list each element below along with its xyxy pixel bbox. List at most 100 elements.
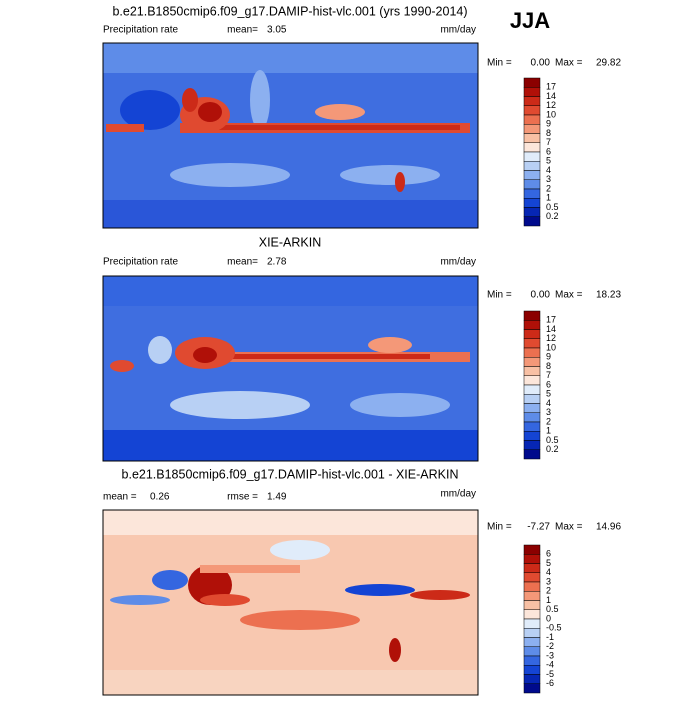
map-frame: [102, 509, 479, 696]
colorbar-label: 0.2: [546, 211, 559, 221]
colorbar-swatch: [523, 114, 541, 125]
colorbar-label: 8: [546, 361, 551, 371]
colorbar-swatch: [523, 320, 541, 330]
units-label: mm/day: [440, 257, 476, 268]
colorbar-swatch: [523, 207, 541, 217]
colorbar-label: 14: [546, 324, 556, 334]
colorbar-swatch: [523, 581, 541, 592]
colorbar-label: 2: [546, 586, 551, 596]
colorbar-label: 2: [546, 183, 551, 193]
panel-title: b.e21.B1850cmip6.f09_g17.DAMIP-hist-vlc.…: [112, 4, 467, 18]
colorbar-label: 1: [546, 595, 551, 605]
colorbar-label: 10: [546, 109, 556, 119]
map-frame: [102, 42, 479, 229]
colorbar-swatch: [523, 366, 541, 376]
min-value: 0.00: [531, 290, 551, 301]
colorbar-label: 0.5: [546, 604, 559, 614]
units-label: mm/day: [440, 489, 476, 500]
mean-value: 0.26: [150, 492, 170, 503]
variable-label: Precipitation rate: [103, 257, 178, 268]
colorbar-label: -1: [546, 632, 554, 642]
colorbar-swatch: [523, 572, 541, 583]
colorbar-swatch: [523, 347, 541, 358]
colorbar-swatch: [523, 412, 541, 423]
colorbar-swatch: [523, 421, 541, 432]
colorbar-swatch: [523, 683, 541, 694]
rmse-value: 1.49: [267, 492, 287, 503]
colorbar-swatch: [523, 637, 541, 647]
colorbar-label: 9: [546, 352, 551, 362]
mean-value: 3.05: [267, 25, 287, 36]
max-label: Max =: [555, 290, 583, 301]
panel-title: b.e21.B1850cmip6.f09_g17.DAMIP-hist-vlc.…: [122, 467, 459, 481]
colorbar-label: 0: [546, 613, 551, 623]
colorbar-swatch: [523, 600, 541, 610]
max-value: 14.96: [596, 522, 621, 533]
min-value: 0.00: [531, 58, 551, 69]
colorbar-label: -6: [546, 678, 554, 688]
colorbar-swatch: [523, 591, 541, 601]
colorbar-swatch: [523, 338, 541, 349]
colorbar-label: 0.5: [546, 435, 559, 445]
colorbar-label: 8: [546, 128, 551, 138]
colorbar-swatch: [523, 375, 541, 386]
colorbar-swatch: [523, 403, 541, 413]
colorbar-swatch: [523, 357, 541, 367]
min-label: Min =: [487, 58, 512, 69]
colorbar-label: 4: [546, 398, 551, 408]
colorbar-swatch: [523, 188, 541, 199]
colorbar-label: -4: [546, 660, 554, 670]
colorbar-label: 12: [546, 100, 556, 110]
map-frame: [102, 275, 479, 462]
colorbar-swatch: [523, 216, 541, 227]
colorbar-label: 7: [546, 137, 551, 147]
mean-label: mean=: [227, 257, 258, 268]
colorbar-label: 6: [546, 146, 551, 156]
colorbar-swatch: [523, 628, 541, 638]
colorbar-swatch: [523, 384, 541, 395]
colorbar-swatch: [523, 133, 541, 143]
max-value: 29.82: [596, 58, 621, 69]
colorbar-label: 6: [546, 379, 551, 389]
colorbar-label: 5: [546, 558, 551, 568]
colorbar-label: 0.2: [546, 444, 559, 454]
colorbar-swatch: [523, 665, 541, 675]
colorbar-swatch: [523, 655, 541, 666]
panel-title: XIE-ARKIN: [259, 235, 322, 249]
colorbar-label: 4: [546, 567, 551, 577]
colorbar-label: -0.5: [546, 623, 562, 633]
colorbar-swatch: [523, 440, 541, 450]
min-label: Min =: [487, 290, 512, 301]
colorbar-label: 14: [546, 91, 556, 101]
season-label: JJA: [510, 8, 550, 33]
colorbar-label: 0.5: [546, 202, 559, 212]
max-label: Max =: [555, 58, 583, 69]
mean-label: mean=: [227, 25, 258, 36]
colorbar-swatch: [523, 77, 541, 88]
min-label: Min =: [487, 522, 512, 533]
map-field: [103, 510, 478, 695]
colorbar-label: -2: [546, 641, 554, 651]
max-label: Max =: [555, 522, 583, 533]
units-label: mm/day: [440, 25, 476, 36]
variable-label: Precipitation rate: [103, 25, 178, 36]
colorbar-swatch: [523, 179, 541, 190]
mean-label: mean =: [103, 492, 137, 503]
colorbar-swatch: [523, 394, 541, 404]
colorbar-swatch: [523, 198, 541, 208]
min-value: -7.27: [527, 522, 550, 533]
colorbar-label: 17: [546, 315, 556, 325]
colorbar-label: 12: [546, 333, 556, 343]
colorbar-label: 3: [546, 174, 551, 184]
colorbar-label: 9: [546, 119, 551, 129]
colorbar-label: -5: [546, 669, 554, 679]
colorbar-swatch: [523, 142, 541, 153]
mean-value: 2.78: [267, 257, 287, 268]
colorbar-label: 10: [546, 342, 556, 352]
colorbar-swatch: [523, 310, 541, 321]
map-field: [103, 43, 478, 228]
colorbar-label: 7: [546, 370, 551, 380]
max-value: 18.23: [596, 290, 621, 301]
